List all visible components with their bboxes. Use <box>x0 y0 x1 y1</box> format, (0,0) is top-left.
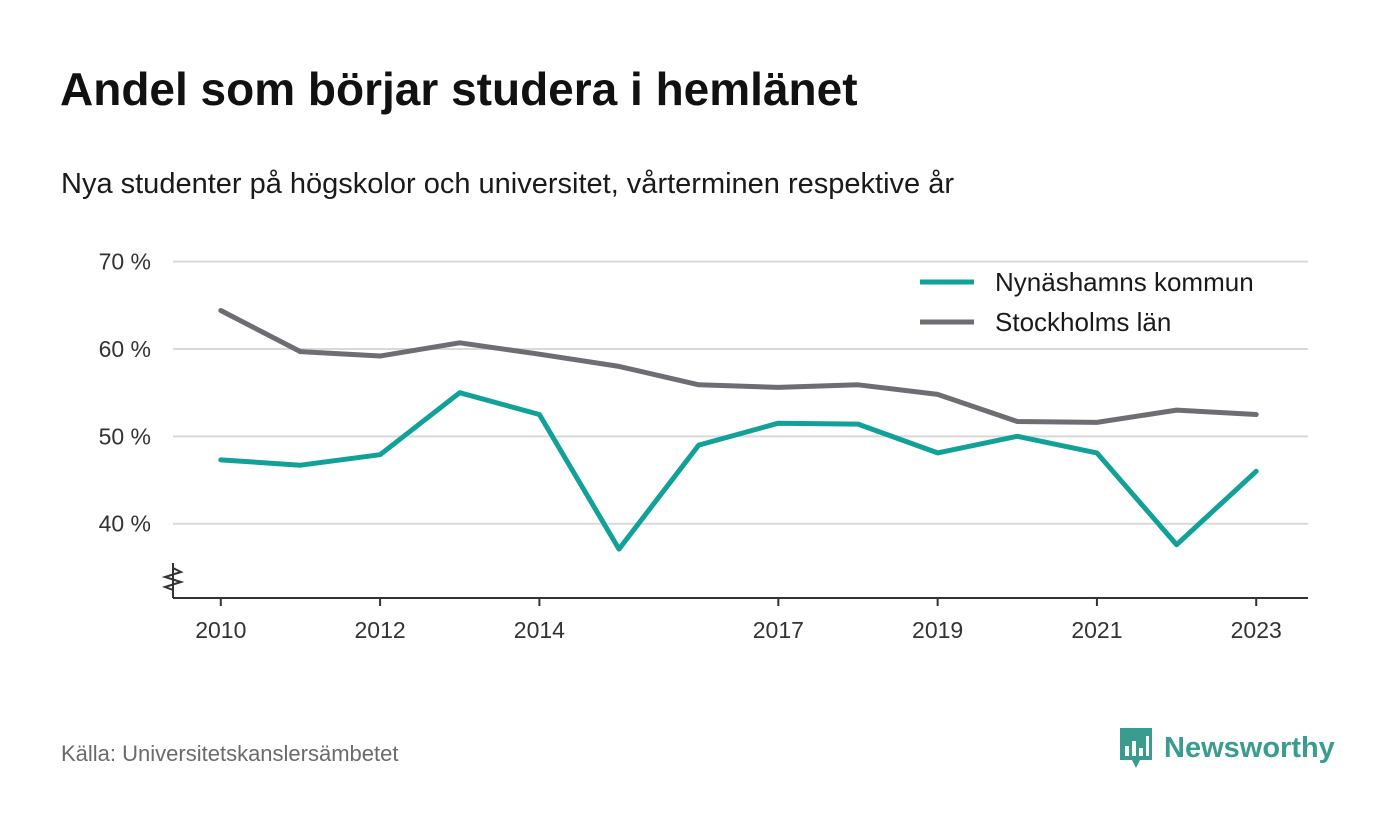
series-line <box>218 390 1259 552</box>
y-tick-label: 50 % <box>99 423 151 449</box>
x-tick-label: 2014 <box>514 617 565 643</box>
x-tick-label: 2021 <box>1071 617 1122 643</box>
axes <box>161 563 1308 599</box>
legend-label: Nynäshamns kommun <box>995 267 1254 297</box>
gridlines <box>173 260 1308 525</box>
x-tick-label: 2010 <box>195 617 246 643</box>
y-tick-label: 60 % <box>99 336 151 362</box>
y-axis-ticks: 70 % 60 % 50 % 40 % <box>99 249 151 537</box>
x-tick-label: 2019 <box>912 617 963 643</box>
series-line <box>218 308 1259 425</box>
legend-label: Stockholms län <box>995 307 1171 337</box>
newsworthy-logo-icon <box>1120 728 1152 768</box>
brand-name: Newsworthy <box>1164 731 1335 764</box>
x-tick-label: 2012 <box>355 617 406 643</box>
line-chart: 70 % 60 % 50 % 40 % 2010 2012 2014 2017 2019 202… <box>99 249 1308 643</box>
y-tick-label: 40 % <box>99 511 151 537</box>
x-tick-label: 2023 <box>1231 617 1282 643</box>
axis-break-icon <box>161 563 185 598</box>
legend: Nynäshamns kommun Stockholms län <box>920 267 1254 337</box>
brand-logo: Newsworthy <box>1118 726 1335 770</box>
chart-subtitle: Nya studenter på högskolor och universit… <box>61 168 954 200</box>
x-axis-ticks: 2010 2012 2014 2017 2019 2021 2023 <box>195 598 1282 643</box>
y-tick-label: 70 % <box>99 249 151 275</box>
series-lines <box>218 308 1259 552</box>
source-note: Källa: Universitetskanslersämbetet <box>61 741 399 766</box>
chart-title: Andel som börjar studera i hemlänet <box>60 63 858 115</box>
x-tick-label: 2017 <box>753 617 804 643</box>
